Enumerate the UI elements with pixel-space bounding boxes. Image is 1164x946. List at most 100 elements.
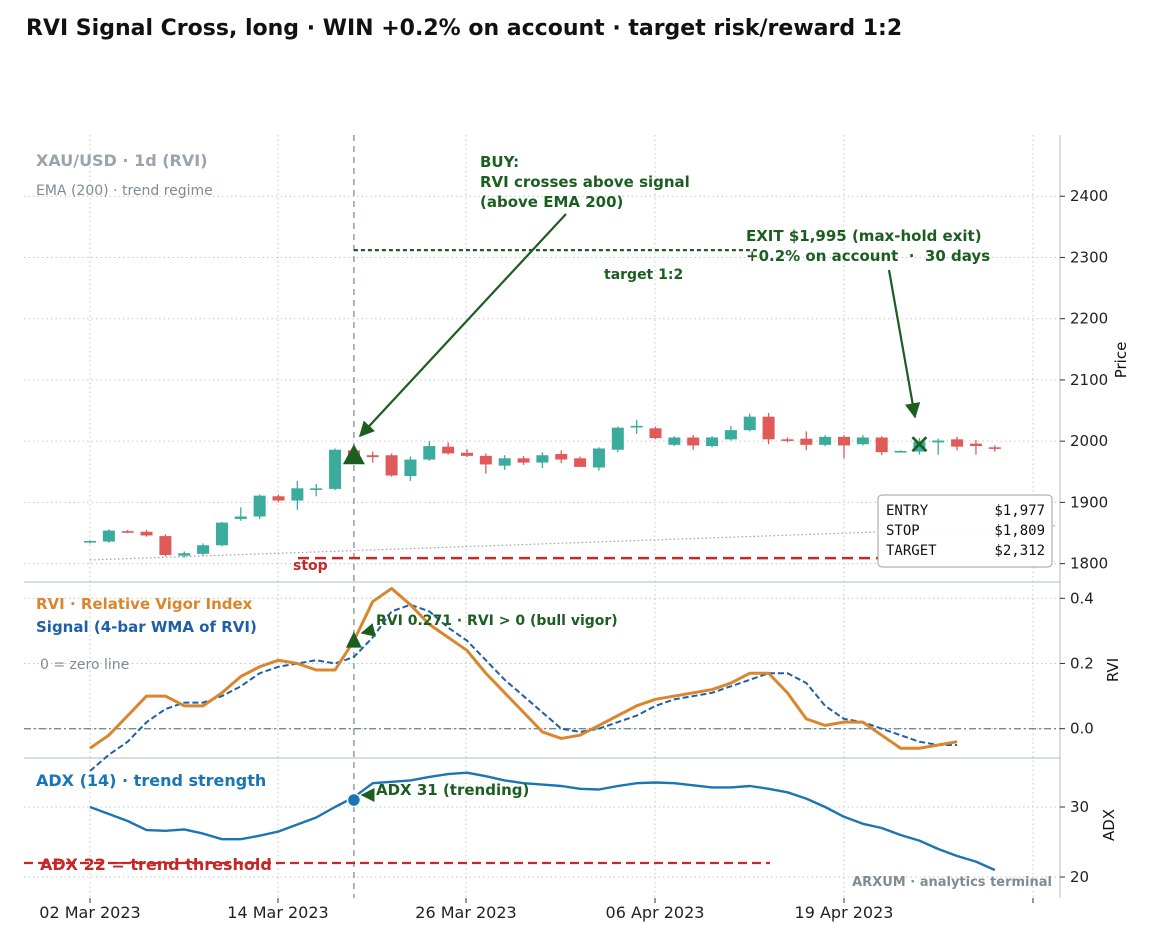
target-label: target 1:2 xyxy=(604,267,683,283)
candle xyxy=(479,453,492,474)
signal-line xyxy=(89,603,958,772)
adx-marker xyxy=(346,792,362,808)
candle-body xyxy=(649,428,662,439)
ema-regime-label: EMA (200) · trend regime xyxy=(36,183,213,199)
candle-body xyxy=(121,531,134,533)
candle xyxy=(84,540,96,544)
entry-marker xyxy=(342,444,365,465)
candle xyxy=(649,426,662,440)
candle-body xyxy=(442,446,455,454)
rvi-legend-label: RVI · Relative Vigor Index xyxy=(36,595,253,613)
adx-threshold-label: ADX 22 = trend threshold xyxy=(40,855,272,874)
rvi-cross-marker xyxy=(345,631,362,648)
candle xyxy=(800,431,813,451)
price-ytick-label: 2300 xyxy=(1070,248,1108,266)
candle-body xyxy=(555,454,568,460)
candle xyxy=(706,436,719,448)
trade-markers xyxy=(342,436,928,465)
candle-body xyxy=(310,488,323,490)
candle-body xyxy=(197,545,210,554)
candle-body xyxy=(668,437,681,445)
candle-body xyxy=(84,540,96,543)
info-stop-label: STOP xyxy=(886,523,920,539)
ema-200-path xyxy=(89,525,1057,561)
x-tick-label: 19 Apr 2023 xyxy=(795,903,894,922)
rvi-ytick-label: 0.2 xyxy=(1070,654,1094,672)
candle xyxy=(574,456,587,467)
candle xyxy=(442,442,455,455)
candle-body xyxy=(781,439,794,441)
symbol-label: XAU/USD · 1d (RVI) xyxy=(36,151,208,170)
info-target-label: TARGET xyxy=(886,543,937,559)
candle-body xyxy=(724,430,737,440)
candle xyxy=(536,452,549,469)
candle xyxy=(611,426,624,453)
panel-frames xyxy=(24,135,1061,898)
candle xyxy=(366,451,379,463)
candle-body xyxy=(215,522,228,546)
candle xyxy=(988,445,1001,452)
candle xyxy=(687,435,700,450)
candle xyxy=(517,455,530,466)
rvi-line xyxy=(89,587,958,750)
candle-body xyxy=(894,450,907,453)
price-ytick-label: 1900 xyxy=(1070,493,1108,511)
candle xyxy=(461,449,473,458)
candle-body xyxy=(366,455,379,458)
candle xyxy=(819,435,832,447)
info-entry-label: ENTRY xyxy=(886,503,929,519)
candle xyxy=(781,437,794,443)
trade-info-box: ENTRY $1,977 STOP $1,809 TARGET $2,312 xyxy=(877,494,1053,568)
rvi-y-ticks: 0.0 0.2 0.4 xyxy=(1060,589,1094,738)
x-axis-ticks: 02 Mar 2023 14 Mar 2023 26 Mar 2023 06 Apr … xyxy=(39,898,1034,922)
exit-marker xyxy=(911,436,928,453)
candle-body xyxy=(517,458,530,463)
exit-arrow xyxy=(887,269,921,419)
price-ytick-label: 2200 xyxy=(1070,310,1108,328)
candle xyxy=(385,453,398,477)
candle xyxy=(932,438,945,455)
candle-body xyxy=(461,452,473,456)
candle xyxy=(423,441,436,461)
candle-body xyxy=(479,455,492,465)
candle-body xyxy=(932,440,945,443)
adx-annotation: ADX 31 (trending) xyxy=(376,781,529,799)
candle-body xyxy=(762,416,775,440)
candle xyxy=(234,507,247,521)
candle-body xyxy=(819,436,832,445)
candle-body xyxy=(913,441,926,452)
candle xyxy=(197,543,210,556)
adx-line xyxy=(89,771,996,872)
candle-body xyxy=(611,427,624,450)
rvi-lines xyxy=(24,587,1060,772)
candle xyxy=(310,484,323,497)
price-ytick-label: 2000 xyxy=(1070,432,1108,450)
candle xyxy=(668,436,681,447)
adx-ytick-label: 30 xyxy=(1070,798,1089,816)
candle-body xyxy=(536,455,549,463)
candle xyxy=(762,412,775,445)
candle xyxy=(913,438,926,455)
candle xyxy=(291,480,304,510)
x-tick-label: 14 Mar 2023 xyxy=(227,903,328,922)
trade-levels xyxy=(298,249,878,560)
candles xyxy=(84,412,1001,558)
candle xyxy=(253,494,266,519)
candle-body xyxy=(800,438,813,445)
candle-body xyxy=(856,437,869,445)
candle-body xyxy=(140,531,153,536)
rvi-annotation: RVI 0.271 · RVI > 0 (bull vigor) xyxy=(376,613,618,629)
candle-body xyxy=(404,459,417,477)
candle xyxy=(856,435,869,446)
candle xyxy=(592,447,605,471)
candle-body xyxy=(329,449,342,489)
candle xyxy=(102,529,115,543)
candle xyxy=(555,450,568,464)
candle-body xyxy=(706,437,719,447)
adx-lines xyxy=(24,771,996,872)
candle xyxy=(951,436,964,451)
watermark: ARXUM · analytics terminal xyxy=(852,875,1052,890)
candle-body xyxy=(423,446,436,460)
